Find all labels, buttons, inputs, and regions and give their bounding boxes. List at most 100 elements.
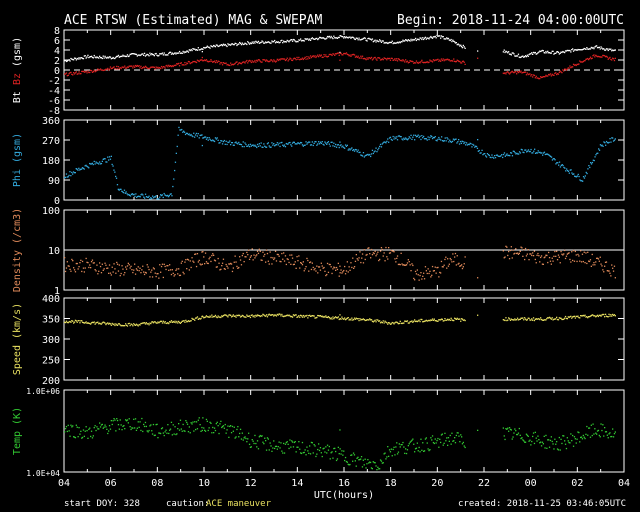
density-point: [522, 255, 524, 257]
phi-point: [92, 163, 94, 166]
phi-point: [504, 155, 506, 157]
speed-point: [548, 317, 550, 319]
phi-ytick-label: 0: [54, 196, 60, 207]
speed-point: [557, 319, 560, 321]
speed-point: [245, 316, 247, 318]
density-point: [320, 262, 322, 264]
mag-point: [335, 53, 338, 55]
mag-point: [361, 55, 364, 57]
mag-point: [91, 71, 94, 73]
density-point: [516, 252, 519, 254]
speed-point: [191, 317, 193, 320]
mag-point: [423, 38, 425, 41]
phi-point: [477, 139, 479, 141]
speed-point: [242, 315, 244, 317]
density-point: [333, 266, 335, 268]
speed-point: [234, 315, 236, 317]
temp-point: [342, 454, 344, 456]
mag-point: [88, 56, 90, 59]
mag-point: [505, 50, 507, 52]
mag-point: [139, 54, 141, 57]
temp-point: [222, 425, 225, 427]
phi-point: [272, 144, 274, 146]
mag-point: [445, 59, 447, 61]
temp-point: [419, 451, 421, 453]
temp-point: [181, 430, 183, 432]
phi-point: [387, 138, 389, 140]
mag-point: [401, 60, 403, 62]
mag-point: [252, 42, 254, 44]
mag-point: [604, 49, 606, 51]
mag-point: [73, 57, 76, 59]
mag-point: [310, 38, 313, 40]
speed-point: [284, 315, 287, 317]
temp-point: [542, 443, 544, 445]
mag-point: [188, 49, 190, 51]
mag-point: [556, 73, 558, 76]
speed-point: [283, 315, 285, 318]
phi-point: [283, 145, 285, 147]
speed-point: [590, 315, 592, 317]
speed-point: [215, 316, 217, 318]
density-point: [377, 251, 379, 253]
temp-point: [152, 423, 155, 426]
temp-point: [427, 448, 429, 450]
mag-point: [221, 64, 224, 66]
mag-point: [538, 51, 540, 53]
speed-point: [447, 318, 449, 320]
density-point: [71, 258, 73, 261]
density-point: [178, 274, 181, 277]
density-point: [515, 248, 517, 250]
phi-point: [350, 148, 352, 150]
temp-point: [392, 448, 394, 451]
mag-point: [127, 66, 129, 68]
phi-point: [539, 151, 541, 153]
density-point: [595, 261, 597, 263]
phi-point: [465, 142, 468, 144]
phi-point: [221, 143, 224, 145]
mag-point: [86, 72, 88, 74]
phi-point: [258, 143, 260, 145]
speed-point: [93, 321, 95, 323]
mag-point: [246, 59, 248, 62]
temp-point: [202, 417, 204, 419]
density-point: [84, 267, 86, 269]
phi-point: [325, 142, 327, 144]
mag-point: [567, 67, 569, 69]
mag-point: [356, 37, 358, 39]
mag-point: [205, 46, 208, 48]
temp-point: [326, 452, 328, 454]
phi-point: [494, 155, 496, 157]
density-point: [390, 249, 392, 252]
density-point: [181, 260, 183, 262]
mag-point: [302, 39, 304, 42]
phi-point: [208, 137, 210, 139]
phi-point: [472, 143, 474, 146]
temp-point: [568, 441, 570, 444]
temp-point: [460, 434, 462, 436]
mag-point: [137, 54, 139, 56]
temp-point: [214, 429, 217, 432]
mag-point: [415, 39, 418, 42]
density-point: [504, 256, 506, 258]
temp-point: [529, 439, 531, 441]
mag-point: [275, 41, 278, 43]
phi-point: [485, 155, 487, 157]
mag-point: [427, 61, 429, 64]
mag-point: [300, 58, 302, 60]
mag-point: [612, 57, 614, 59]
phi-point: [519, 152, 522, 154]
speed-point: [270, 314, 272, 316]
speed-point: [274, 314, 276, 316]
phi-point: [413, 134, 415, 136]
mag-point: [407, 62, 409, 64]
speed-point: [416, 320, 418, 323]
temp-point: [101, 423, 103, 426]
temp-point: [344, 456, 347, 459]
phi-point: [309, 141, 311, 143]
temp-point: [378, 468, 380, 470]
phi-point: [529, 150, 531, 153]
temp-point: [572, 434, 574, 437]
density-point: [166, 265, 168, 267]
